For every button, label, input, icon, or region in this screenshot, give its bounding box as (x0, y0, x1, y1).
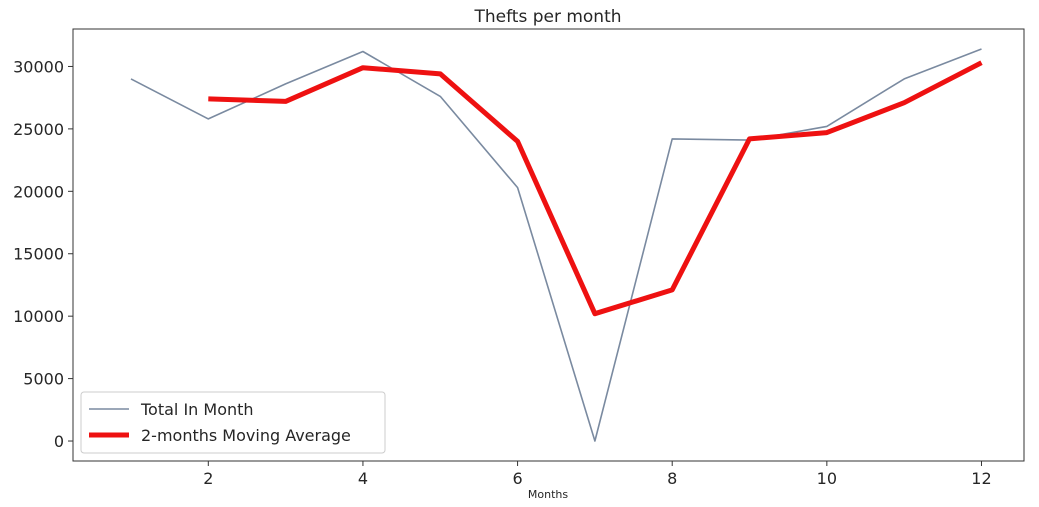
y-tick-label: 10000 (13, 307, 64, 326)
y-tick-label: 5000 (23, 370, 64, 389)
x-tick-label: 10 (817, 469, 837, 488)
legend: Total In Month 2-months Moving Average (80, 391, 386, 454)
x-tick-label: 6 (512, 469, 522, 488)
legend-label: Total In Month (140, 400, 254, 419)
x-tick-label: 12 (971, 469, 991, 488)
y-tick-label: 25000 (13, 120, 64, 139)
y-tick-label: 20000 (13, 182, 64, 201)
chart-title: Thefts per month (473, 7, 621, 27)
plot-frame (72, 28, 1025, 462)
x-tick-label: 8 (667, 469, 677, 488)
x-axis-label: Months (528, 488, 568, 501)
x-tick-label: 4 (358, 469, 368, 488)
x-tick-label: 2 (203, 469, 213, 488)
y-tick-label: 30000 (13, 57, 64, 76)
y-tick-label: 0 (54, 432, 64, 451)
total-in-month-line (130, 48, 982, 442)
legend-box (80, 391, 386, 454)
legend-label: 2-months Moving Average (141, 426, 351, 445)
moving-average-line (208, 60, 983, 317)
y-tick-label: 15000 (13, 245, 64, 264)
plot-area: 0 5000 10000 15000 20000 25000 30000 2 4 6 8 10 12 (13, 28, 1025, 488)
